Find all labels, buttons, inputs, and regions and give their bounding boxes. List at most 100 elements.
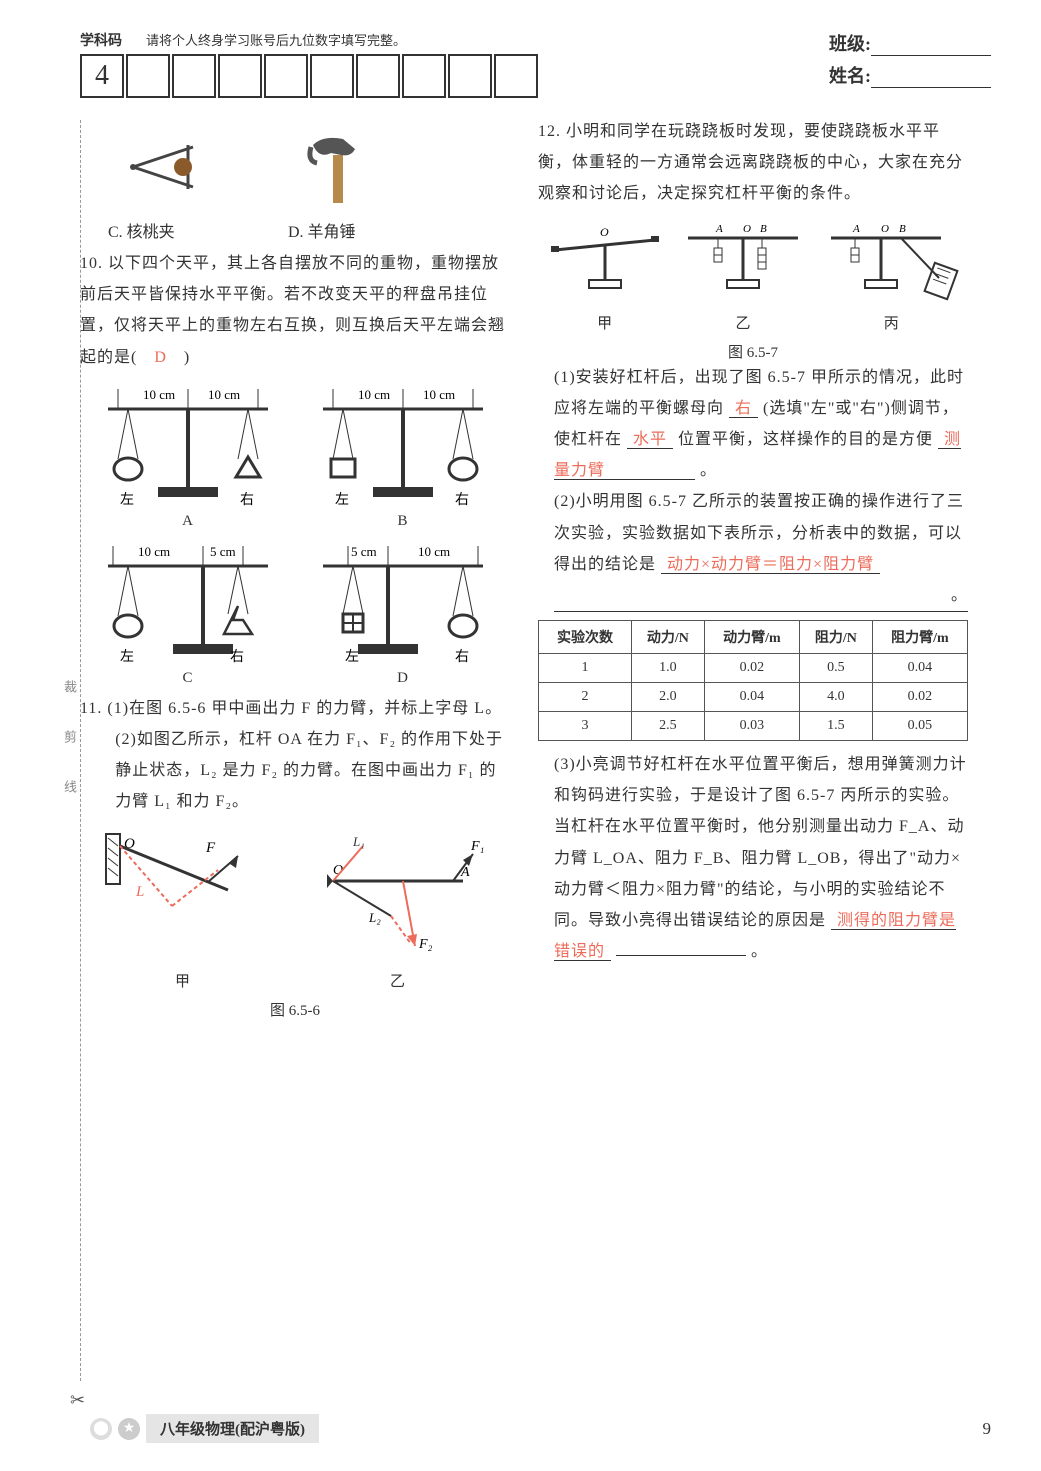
setup-yi: A O B 乙 (678, 218, 808, 333)
svg-text:10 cm: 10 cm (358, 387, 390, 402)
cut-label: 裁 剪 线 (60, 680, 79, 805)
table-cell: 0.04 (872, 654, 967, 683)
option-labels-cd: C. 核桃夹 D. 羊角锤 (108, 218, 510, 242)
table-cell: 1 (539, 654, 632, 683)
code-box-6 (356, 54, 400, 98)
cut-line (80, 120, 81, 1381)
label-b: B (303, 513, 503, 530)
code-box-9 (494, 54, 538, 98)
svg-text:O: O (600, 225, 609, 239)
name-blank (871, 70, 991, 88)
svg-text:左: 左 (345, 649, 359, 665)
subject-code-label: 学科码 (80, 34, 122, 49)
table-row: 22.00.044.00.02 (539, 683, 968, 712)
setup-jia-label: 甲 (545, 312, 665, 333)
label-c: C (88, 670, 288, 687)
setup-bing-label: 丙 (821, 312, 961, 333)
table-row: 32.50.031.50.05 (539, 712, 968, 741)
setup-yi-label: 乙 (678, 312, 808, 333)
code-box-5 (310, 54, 354, 98)
q12-3: (3)小亮调节好杠杆在水平位置平衡后，想用弹簧测力计和钩码进行实验，于是设计了图… (538, 749, 968, 967)
balance-d: 5 cm10 cm 左右 D (303, 536, 503, 687)
q12-2-tail: 。 (554, 580, 968, 612)
footer-icon-2: ★ (118, 1418, 140, 1440)
nutcracker-figure (108, 122, 248, 212)
table-cell: 0.03 (704, 712, 799, 741)
lever-figures: O F L 甲 O A (80, 826, 510, 991)
q11-1: 11. (1)在图 6.5-6 甲中画出力 F 的力臂，并标上字母 L。 (80, 693, 510, 724)
table-header: 阻力臂/m (872, 621, 967, 654)
table-cell: 2.5 (631, 712, 704, 741)
q12-2-ans: 动力×动力臂＝阻力×阻力臂 (661, 556, 880, 574)
q-options-cd (108, 122, 510, 212)
table-cell: 1.0 (631, 654, 704, 683)
svg-text:L₂: L₂ (368, 910, 381, 925)
page-header: 学科码 请将个人终身学习账号后九位数字填写完整。 4 班级: 姓名: (80, 30, 991, 98)
svg-text:10 cm: 10 cm (423, 387, 455, 402)
svg-text:5 cm: 5 cm (210, 544, 236, 559)
svg-text:O: O (743, 223, 751, 235)
svg-text:左: 左 (335, 492, 349, 508)
table-row: 11.00.020.50.04 (539, 654, 968, 683)
table-cell: 0.5 (799, 654, 872, 683)
table-header: 实验次数 (539, 621, 632, 654)
option-c: C. 核桃夹 (108, 218, 268, 242)
lever-setup-figs: O 甲 A O B 乙 (538, 218, 968, 333)
q10-stem: 10. 以下四个天平，其上各自摆放不同的重物，重物摆放前后天平皆保持水平平衡。若… (80, 248, 510, 373)
q11-2: (2)如图乙所示，杠杆 OA 在力 F₁、F₂ 的作用下处于静止状态，L₂ 是力… (80, 724, 510, 818)
class-label: 班级: (829, 34, 871, 54)
svg-text:右: 右 (240, 492, 254, 508)
class-blank (871, 38, 991, 56)
lever-jia: O F L 甲 (98, 826, 268, 991)
code-box-3 (218, 54, 262, 98)
page-number: 9 (983, 1419, 992, 1439)
table-cell: 0.02 (704, 654, 799, 683)
code-box-4 (264, 54, 308, 98)
table-cell: 0.05 (872, 712, 967, 741)
table-header: 动力臂/m (704, 621, 799, 654)
lever-jia-label: 甲 (98, 970, 268, 991)
svg-text:F₂: F₂ (418, 937, 433, 952)
table-cell: 3 (539, 712, 632, 741)
left-column: C. 核桃夹 D. 羊角锤 10. 以下四个天平，其上各自摆放不同的重物，重物摆… (80, 116, 510, 1020)
balance-a: 10 cm10 cm 左右 A (88, 379, 288, 530)
hammer-figure (268, 122, 408, 212)
setup-bing: A O B 丙 (821, 218, 961, 333)
option-d: D. 羊角锤 (288, 218, 448, 242)
table-cell: 0.04 (704, 683, 799, 712)
fig-656-caption: 图 6.5-6 (80, 999, 510, 1020)
data-table: 实验次数动力/N动力臂/m阻力/N阻力臂/m 11.00.020.50.0422… (538, 620, 968, 741)
footer-text: 八年级物理(配沪粤版) (146, 1414, 319, 1443)
code-box-8 (448, 54, 492, 98)
page-footer: ⬤ ★ 八年级物理(配沪粤版) 9 (90, 1414, 991, 1443)
q12-stem: 12. 小明和同学在玩跷跷板时发现，要使跷跷板水平平衡，体重轻的一方通常会远离跷… (538, 116, 968, 210)
scissors-icon: ✂ (70, 1390, 85, 1411)
balance-b: 10 cm 10 cm 左 右 B (303, 379, 503, 530)
q12-1-ans1: 右 (729, 400, 758, 418)
lever-yi-label: 乙 (303, 970, 493, 991)
svg-text:左: 左 (120, 649, 134, 665)
svg-text:B: B (760, 223, 767, 235)
table-header: 动力/N (631, 621, 704, 654)
svg-text:右: 右 (455, 492, 469, 508)
balance-c: 10 cm5 cm 左右 C (88, 536, 288, 687)
svg-text:左: 左 (120, 492, 134, 508)
svg-text:10 cm: 10 cm (418, 544, 450, 559)
code-box-1 (126, 54, 170, 98)
footer-icon-1: ⬤ (90, 1418, 112, 1440)
balance-row-ab: 10 cm10 cm 左右 A 10 cm10 cm (80, 379, 510, 530)
code-box-0: 4 (80, 54, 124, 98)
svg-text:O: O (881, 223, 889, 235)
setup-jia: O 甲 (545, 218, 665, 333)
svg-text:F: F (205, 840, 216, 856)
svg-text:L: L (135, 884, 144, 900)
right-column: 12. 小明和同学在玩跷跷板时发现，要使跷跷板水平平衡，体重轻的一方通常会远离跷… (538, 116, 968, 1020)
svg-text:10 cm: 10 cm (143, 387, 175, 402)
footer-badge: ⬤ ★ 八年级物理(配沪粤版) (90, 1414, 319, 1443)
table-cell: 0.02 (872, 683, 967, 712)
name-label: 姓名: (829, 66, 871, 86)
subject-code-note: 请将个人终身学习账号后九位数字填写完整。 (146, 33, 406, 48)
class-name-block: 班级: 姓名: (829, 30, 991, 94)
content-columns: C. 核桃夹 D. 羊角锤 10. 以下四个天平，其上各自摆放不同的重物，重物摆… (80, 116, 991, 1020)
q10-answer: D (154, 349, 167, 366)
